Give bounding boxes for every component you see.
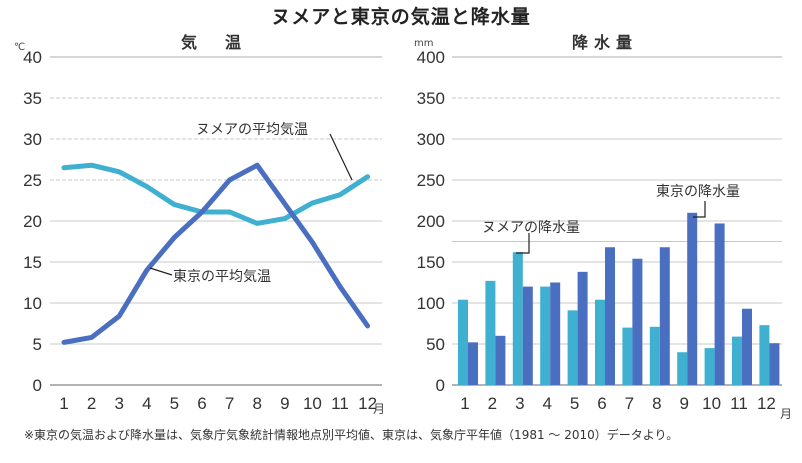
y-tick-label: 5: [33, 335, 42, 354]
x-tick-label: 7: [625, 394, 634, 413]
precipitation-unit-label: mm: [414, 38, 433, 49]
y-tick-label: 200: [417, 212, 445, 231]
x-tick-label: 12: [358, 394, 377, 413]
numea-precipitation-bar: [649, 326, 660, 385]
x-tick-label: 9: [679, 394, 688, 413]
temperature-chart-title: 気 温: [181, 33, 247, 52]
numea-temp-label: ヌメアの平均気温: [196, 122, 308, 138]
numea-precipitation-bar: [622, 327, 633, 385]
tokyo-precipitation-bar: [687, 212, 698, 385]
x-tick-label: 2: [87, 394, 96, 413]
y-tick-label: 15: [23, 253, 42, 272]
numea-precipitation-bar: [677, 352, 688, 385]
numea-precipitation-bar: [512, 252, 523, 385]
tokyo-precipitation-bar: [495, 335, 506, 385]
tokyo-precipitation-bar: [742, 308, 752, 385]
y-tick-label: 100: [417, 294, 445, 313]
y-tick-label: 35: [23, 89, 42, 108]
x-tick-label: 11: [331, 394, 349, 413]
numea-precipitation-bar: [567, 310, 578, 385]
precipitation-chart-title: 降水量: [572, 33, 638, 52]
y-tick-label: 400: [417, 48, 445, 67]
tokyo-temperature-line: [61, 162, 371, 345]
tokyo-precipitation-bar: [605, 247, 615, 385]
x-tick-label: 3: [515, 394, 524, 413]
y-tick-label: 0: [33, 376, 42, 395]
y-tick-label: 30: [23, 130, 42, 149]
x-tick-label: 6: [197, 394, 206, 413]
numea-precip-label: ヌメアの降水量: [482, 220, 580, 236]
numea-precipitation-bar: [485, 280, 496, 385]
y-tick-label: 300: [417, 130, 445, 149]
numea-precip-leader-line: [516, 233, 530, 254]
tokyo-precipitation-bar: [550, 282, 561, 385]
x-tick-label: 3: [114, 394, 123, 413]
tokyo-precipitation-bar: [468, 342, 478, 385]
y-tick-label: 0: [436, 376, 445, 395]
numea-precipitation-bar: [595, 299, 605, 385]
x-tick-label: 12: [757, 394, 776, 413]
y-tick-label: 350: [417, 89, 445, 108]
x-tick-label: 8: [652, 394, 661, 413]
y-tick-label: 250: [417, 171, 445, 190]
x-tick-label: 5: [170, 394, 179, 413]
tokyo-precipitation-bar: [714, 223, 725, 385]
x-tick-label: 1: [460, 394, 469, 413]
numea-precipitation-bar: [732, 336, 742, 385]
tokyo-temp-label: 東京の平均気温: [173, 269, 271, 285]
x-tick-label: 4: [542, 394, 551, 413]
x-tick-label: 10: [702, 394, 721, 413]
y-tick-label: 25: [23, 171, 42, 190]
tokyo-temp-leader-line: [149, 267, 173, 276]
numea-precipitation-bar: [704, 348, 715, 385]
x-tick-label: 1: [59, 394, 68, 413]
y-tick-label: 150: [417, 253, 445, 272]
tokyo-precipitation-bar: [577, 271, 588, 385]
temperature-x-unit-label: 月: [373, 402, 385, 416]
x-tick-label: 9: [280, 394, 289, 413]
y-tick-label: 20: [23, 212, 42, 231]
numea-precipitation-bar: [458, 299, 468, 385]
x-tick-label: 6: [597, 394, 606, 413]
x-tick-label: 7: [225, 394, 234, 413]
x-tick-label: 5: [570, 394, 579, 413]
x-tick-label: 8: [252, 394, 261, 413]
x-tick-label: 2: [488, 394, 497, 413]
numea-precipitation-bar: [540, 286, 551, 385]
main-title: ヌメアと東京の気温と降水量: [271, 6, 531, 28]
x-tick-label: 10: [303, 394, 322, 413]
x-tick-label: 11: [730, 394, 748, 413]
tokyo-precipitation-bar: [632, 258, 643, 385]
tokyo-precipitation-bar: [522, 286, 533, 385]
tokyo-precipitation-bar: [769, 343, 780, 385]
numea-precipitation-bar: [759, 325, 770, 385]
y-tick-label: 40: [23, 48, 42, 67]
footnote: ※東京の気温および降水量は、気象庁気象統計情報地点別平均値、東京は、気象庁平年値…: [24, 428, 679, 442]
numea-temp-leader-line: [329, 133, 353, 181]
x-tick-label: 4: [142, 394, 151, 413]
tokyo-precipitation-bar: [659, 247, 670, 385]
tokyo-precip-leader-line: [693, 201, 706, 218]
y-tick-label: 50: [426, 335, 445, 354]
precipitation-x-unit-label: 月: [780, 407, 792, 421]
tokyo-precip-label: 東京の降水量: [656, 184, 740, 200]
temperature-unit-label: ℃: [14, 42, 25, 53]
numea-temperature-line: [61, 162, 371, 226]
y-tick-label: 10: [23, 294, 42, 313]
